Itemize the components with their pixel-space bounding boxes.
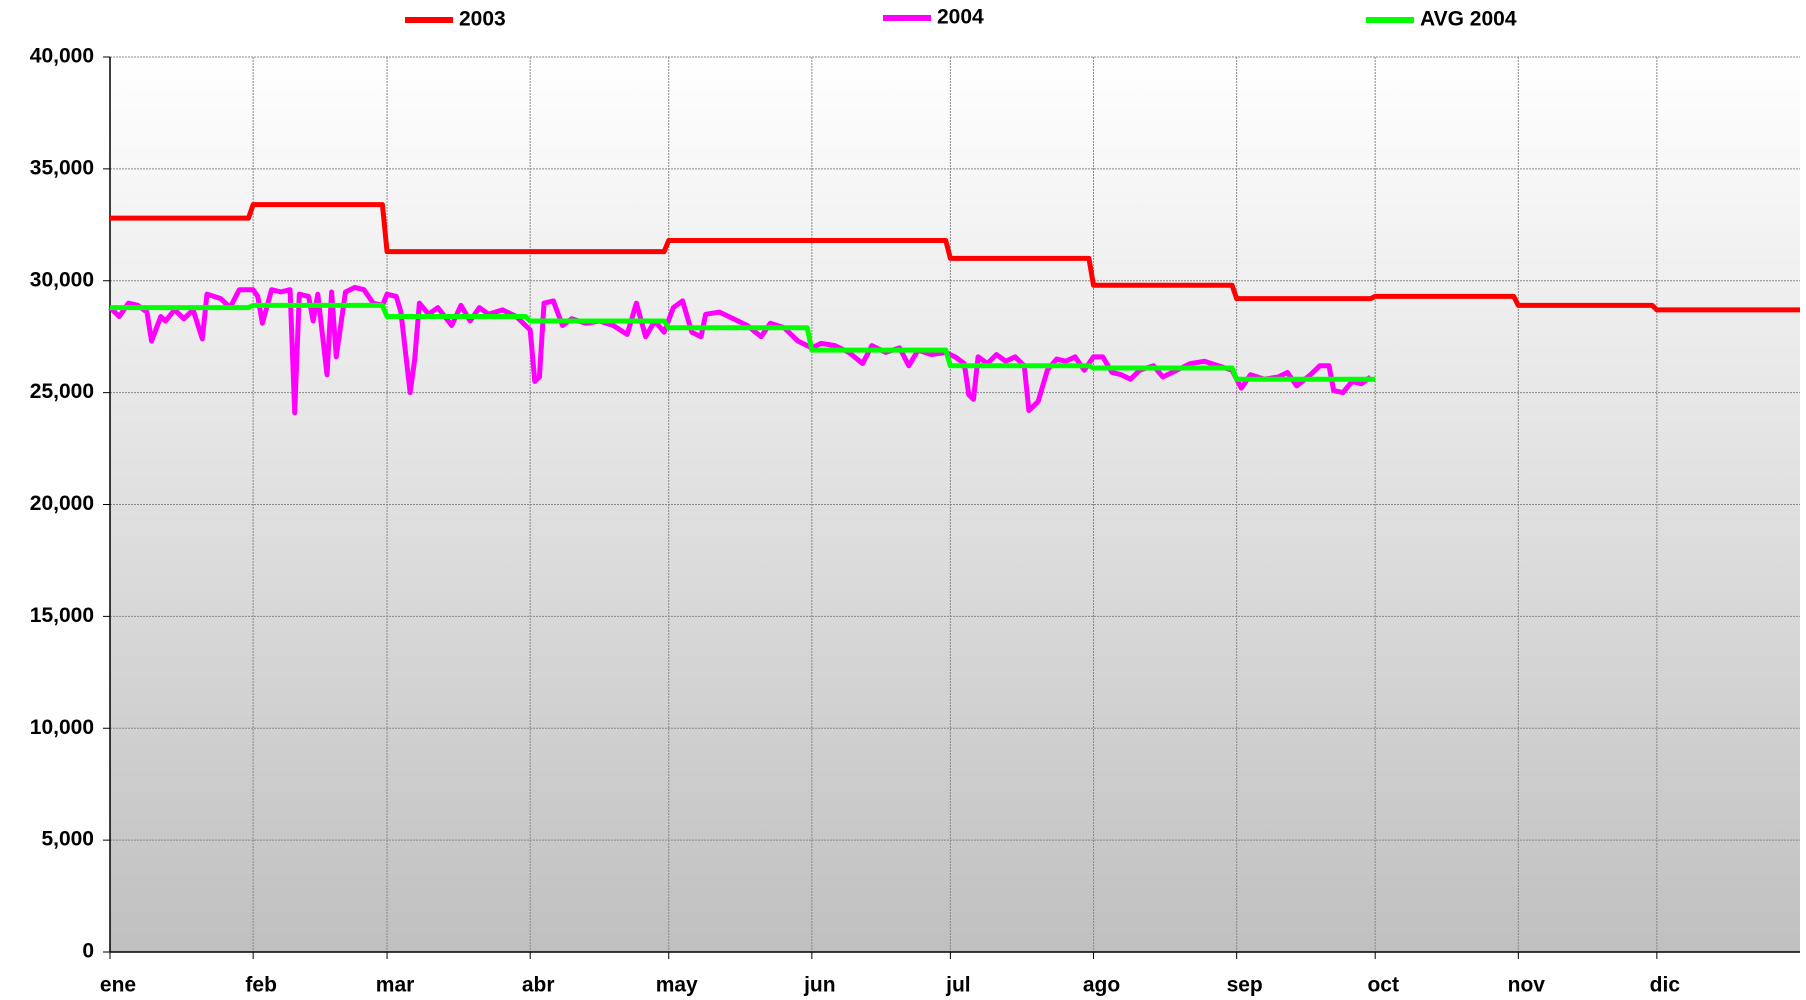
x-tick-label: nov	[1508, 974, 1546, 997]
y-tick-label: 35,000	[30, 156, 94, 179]
x-tick-label: jul	[945, 974, 971, 997]
y-tick-label: 10,000	[30, 716, 94, 739]
x-tick-label: sep	[1227, 974, 1263, 997]
y-tick-label: 5,000	[41, 828, 94, 851]
y-tick-label: 20,000	[30, 492, 94, 515]
series-line	[110, 302, 1376, 382]
legend-label: AVG 2004	[1420, 8, 1517, 31]
y-tick-label: 40,000	[30, 45, 94, 68]
y-tick-label: 15,000	[30, 604, 94, 627]
legend-label: 2003	[459, 8, 506, 31]
x-tick-label: jun	[803, 974, 836, 997]
x-tick-label: dic	[1650, 974, 1681, 997]
x-tick-label: ene	[100, 974, 136, 997]
y-tick-label: 30,000	[30, 268, 94, 291]
x-tick-label: feb	[245, 974, 277, 997]
x-tick-label: mar	[376, 974, 415, 997]
series-line	[108, 284, 1373, 416]
x-tick-label: abr	[522, 974, 555, 997]
y-tick-label: 0	[82, 940, 94, 963]
x-tick-label: oct	[1367, 974, 1399, 997]
legend-label: 2004	[937, 6, 984, 29]
x-tick-label: may	[656, 974, 698, 997]
series-line	[110, 202, 1800, 313]
y-tick-label: 25,000	[30, 380, 94, 403]
x-tick-label: ago	[1083, 974, 1120, 997]
